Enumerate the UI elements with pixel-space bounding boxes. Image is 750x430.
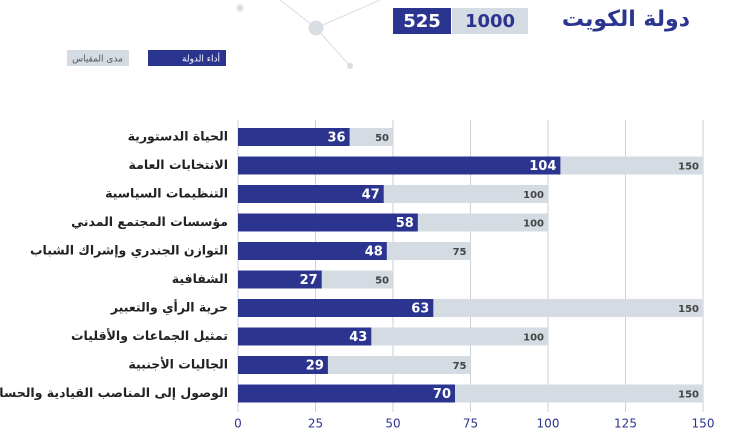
y-tick-label: التوازن الجندري وإشراك الشباب <box>30 243 228 258</box>
bar <box>238 299 434 317</box>
network-line <box>315 27 351 67</box>
value-label: 27 <box>300 273 318 288</box>
legend-label: مدى المقياس <box>72 55 123 65</box>
x-tick-label: 125 <box>614 417 637 430</box>
y-tick-label: مؤسسات المجتمع المدني <box>71 214 228 229</box>
network-line <box>315 0 381 29</box>
x-tick-label: 75 <box>463 417 478 430</box>
bar <box>238 213 418 232</box>
score-badge <box>393 8 451 34</box>
y-tick-label: الانتخابات العامة <box>129 157 228 172</box>
y-tick-label: الشفافية <box>172 271 228 286</box>
y-tick-label: التنظيمات السياسية <box>105 186 228 201</box>
value-label: 29 <box>306 359 324 374</box>
bar <box>238 242 387 260</box>
y-tick-label: حرية الرأي والتعبير <box>110 299 228 315</box>
x-tick-label: 100 <box>537 417 560 430</box>
legend-label: أداء الدولة <box>182 53 220 65</box>
country-score: 525 <box>403 11 441 32</box>
bar <box>238 356 328 374</box>
value-label: 58 <box>396 216 414 231</box>
value-label: 100 <box>523 190 544 201</box>
bar <box>238 185 384 203</box>
value-label: 70 <box>433 387 451 402</box>
y-tick-label: الوصول إلى المناصب القيادية والحساسية <box>0 385 228 400</box>
value-label: 48 <box>365 245 383 260</box>
bar <box>238 128 350 146</box>
x-tick-label: 25 <box>308 417 323 430</box>
value-label: 50 <box>375 133 389 144</box>
legend-swatch <box>148 50 226 66</box>
network-node <box>236 4 244 12</box>
value-label: 104 <box>529 159 556 174</box>
legend-swatch <box>67 50 129 66</box>
value-label: 47 <box>362 188 380 203</box>
network-node <box>308 20 324 36</box>
bar <box>238 156 561 175</box>
network-line <box>279 0 317 29</box>
value-label: 150 <box>678 304 699 315</box>
x-tick-label: 50 <box>385 417 400 430</box>
network-node <box>347 63 353 69</box>
y-tick-label: الجاليات الأجنبية <box>128 357 228 372</box>
value-label: 36 <box>328 131 346 146</box>
value-label: 50 <box>375 276 389 287</box>
value-label: 43 <box>349 330 367 345</box>
y-tick-label: الحياة الدستورية <box>128 129 228 144</box>
value-label: 150 <box>678 390 699 401</box>
decoration <box>236 0 381 69</box>
value-label: 75 <box>453 361 467 372</box>
chart-title: دولة الكويت <box>562 7 690 32</box>
x-tick-label: 0 <box>234 417 242 430</box>
bar <box>238 327 372 346</box>
y-tick-label: تمثيل الجماعات والأقليات <box>71 328 228 343</box>
value-label: 100 <box>523 333 544 344</box>
value-label: 100 <box>523 219 544 230</box>
bar <box>238 270 322 289</box>
value-label: 75 <box>453 247 467 258</box>
total-badge <box>452 8 528 34</box>
value-label: 63 <box>411 302 429 317</box>
x-tick-label: 150 <box>692 417 715 430</box>
value-label: 150 <box>678 162 699 173</box>
bar <box>238 384 455 403</box>
total-score: 1000 <box>465 11 515 32</box>
